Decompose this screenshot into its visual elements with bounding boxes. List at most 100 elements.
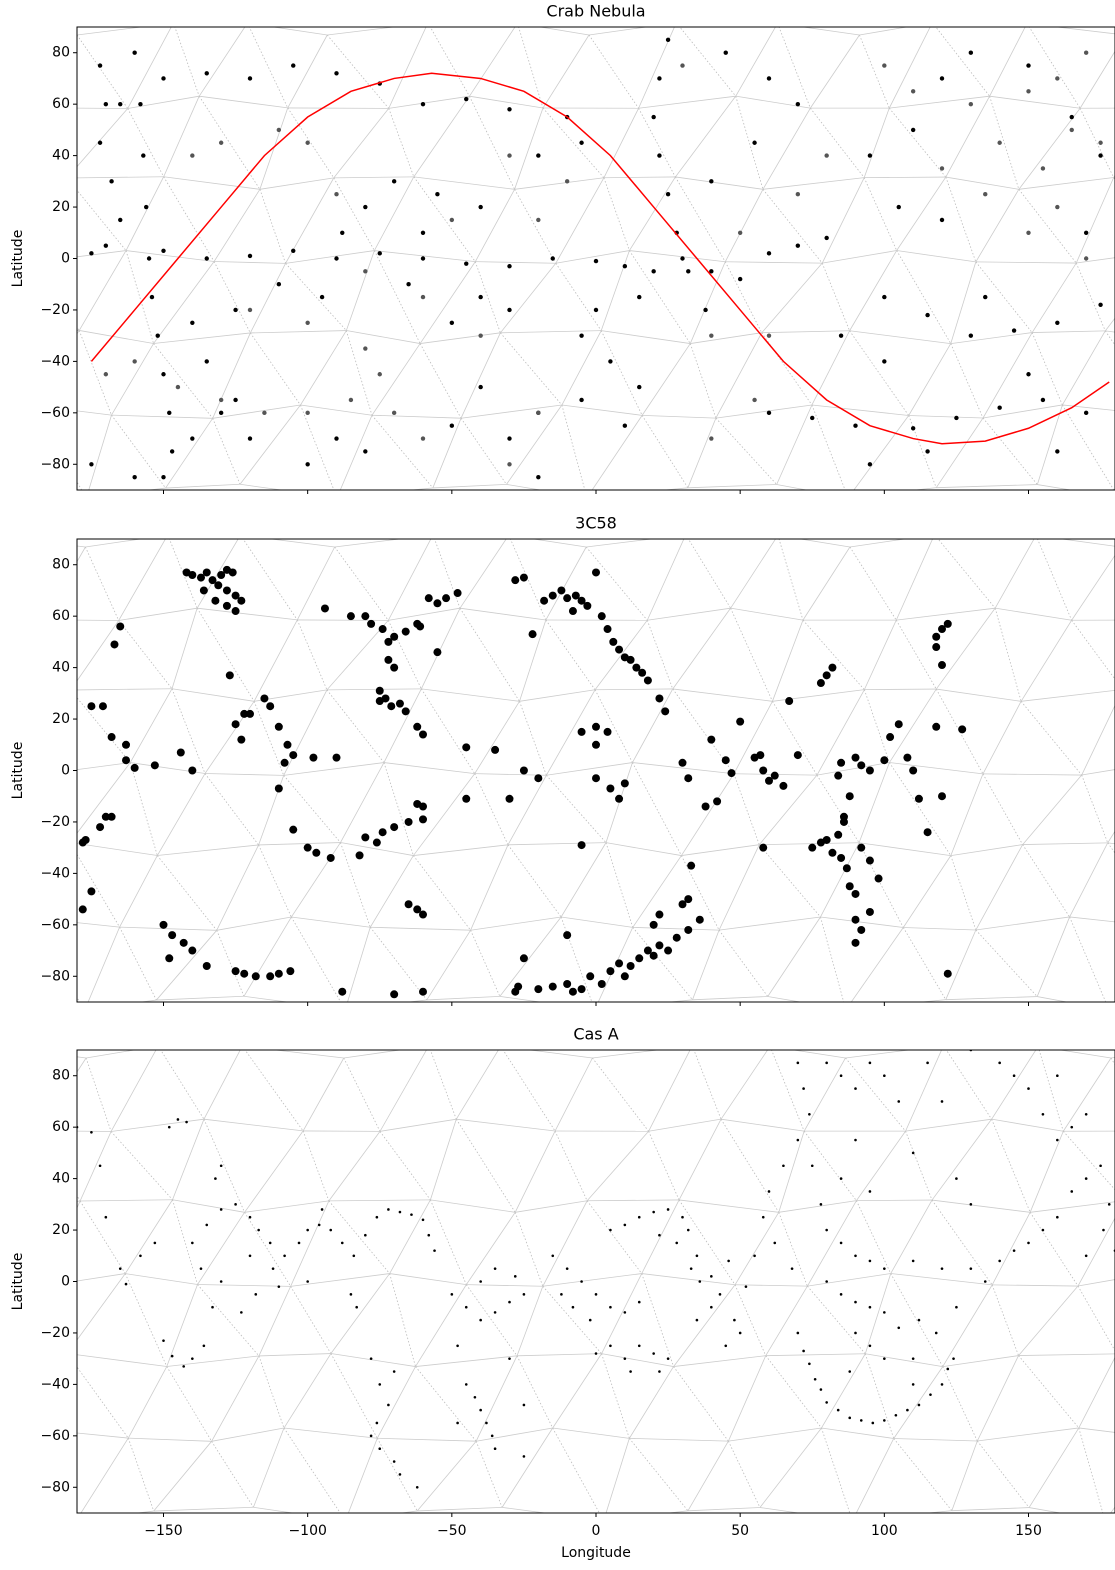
scatter-point (1102, 1229, 1105, 1232)
scatter-point (1041, 166, 1045, 170)
plot-area (0, 535, 1115, 1010)
mesh-line (649, 1046, 693, 1132)
mesh-line (517, 23, 589, 35)
scatter-point (911, 89, 915, 93)
mesh-line (595, 690, 632, 763)
scatter-point (623, 264, 627, 268)
mesh-line (992, 1119, 1064, 1131)
scatter-point (627, 962, 635, 970)
scatter-point (536, 153, 540, 157)
x-tick-label: 0 (592, 1523, 601, 1539)
scatter-point (160, 921, 168, 929)
mesh-line (500, 263, 555, 333)
mesh-line (642, 1274, 674, 1367)
mesh-line (345, 927, 370, 1009)
mesh-line (674, 1285, 735, 1367)
mesh-line (475, 701, 520, 773)
mesh-line (254, 701, 284, 775)
mesh-line (205, 774, 259, 845)
mesh-line (932, 23, 989, 97)
mesh-line (820, 917, 845, 1010)
scatter-point (141, 153, 145, 157)
mesh-line (692, 996, 767, 999)
mesh-line (284, 1428, 377, 1438)
mesh-line (461, 418, 506, 484)
scatter-point (997, 405, 1001, 409)
mesh-line (934, 535, 995, 609)
scatter-point (929, 1393, 932, 1396)
mesh-line (721, 1119, 779, 1212)
scatter-point (334, 192, 338, 196)
scatter-point (578, 985, 586, 993)
mesh-line (388, 608, 460, 620)
mesh-line (561, 917, 633, 927)
mesh-line (681, 845, 759, 856)
mesh-line (1037, 405, 1062, 485)
scatter-point (165, 954, 173, 962)
mesh-line (86, 1046, 158, 1058)
mesh-line (212, 1428, 284, 1441)
scatter-point (912, 1383, 915, 1386)
scatter-point (416, 1486, 419, 1489)
mesh-line (772, 701, 817, 775)
mesh-line (86, 488, 165, 498)
scatter-point (745, 1285, 748, 1288)
mesh-line (39, 1131, 111, 1132)
mesh-line (515, 189, 556, 263)
mesh-line (414, 96, 470, 177)
mesh-line (517, 1356, 553, 1428)
mesh-line (856, 1131, 905, 1200)
mesh-line (346, 331, 372, 416)
mesh-line (515, 1131, 555, 1212)
mesh-line (649, 1119, 721, 1131)
mesh-line (260, 178, 334, 189)
mesh-line (543, 1201, 587, 1286)
scatter-point (661, 707, 669, 715)
mesh-line (240, 405, 300, 484)
mesh-line (859, 23, 932, 35)
scatter-point (399, 1211, 402, 1214)
scatter-point (396, 700, 404, 708)
mesh-line (604, 1438, 630, 1520)
scatter-point (180, 939, 188, 947)
scatter-point (405, 818, 413, 826)
mesh-line (213, 418, 240, 484)
mesh-line (1079, 1428, 1105, 1521)
mesh-line (111, 415, 165, 488)
scatter-point (840, 813, 848, 821)
mesh-line (300, 405, 371, 415)
mesh-line (894, 1438, 952, 1510)
mesh-line (629, 1438, 688, 1510)
line-series (91, 73, 1109, 443)
mesh-line (903, 927, 976, 930)
mesh-line (119, 620, 172, 688)
mesh-line (250, 331, 346, 333)
scatter-point (419, 911, 427, 919)
scatter-point (1056, 1216, 1059, 1219)
scatter-point (869, 1062, 872, 1065)
scatter-point (866, 767, 874, 775)
scatter-point (932, 643, 940, 651)
mesh-line (340, 843, 370, 928)
scatter-point (190, 436, 194, 440)
mesh-line (461, 405, 562, 418)
mesh-line (768, 917, 821, 996)
mesh-line (681, 774, 733, 856)
y-tick-label: −60 (40, 405, 70, 421)
scatter-point (713, 797, 721, 805)
mesh-line (601, 331, 642, 416)
scatter-point (709, 436, 713, 440)
mesh-line (1078, 1286, 1115, 1354)
mesh-line (0, 996, 85, 1009)
y-tick-label: 60 (52, 608, 70, 624)
mesh-line (642, 1200, 679, 1274)
mesh-line (676, 23, 735, 96)
scatter-point (1055, 76, 1059, 80)
mesh-line (476, 1428, 552, 1441)
scatter-point (387, 702, 395, 710)
scatter-point (767, 76, 771, 80)
scatter-point (875, 875, 883, 883)
mesh-line (508, 775, 546, 845)
mesh-line (76, 1438, 128, 1521)
scatter-point (177, 1118, 180, 1121)
